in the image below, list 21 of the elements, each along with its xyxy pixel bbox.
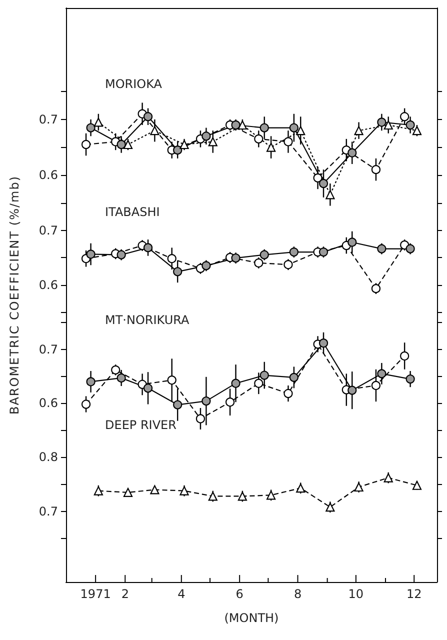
x-tick-label: 10: [348, 587, 364, 601]
x-tick-label: 1971: [80, 587, 111, 601]
y-tick-label: 0.7: [38, 342, 58, 357]
x-tick-label: 12: [406, 587, 422, 601]
x-tick-label: 8: [294, 587, 302, 601]
x-tick-label: 6: [236, 587, 244, 601]
y-tick-label: 0.6: [38, 168, 58, 182]
y-tick-label: 0.8: [38, 450, 58, 464]
x-tick-label: 2: [121, 587, 129, 601]
chart-title: ITABASHI: [105, 205, 160, 219]
y-tick-label: 0.6: [38, 278, 58, 292]
y-tick-label: 0.7: [38, 112, 58, 126]
y-tick-label: 0.7: [38, 223, 58, 238]
chart-title: DEEP RIVER: [105, 418, 176, 432]
x-axis-title: (MONTH): [224, 611, 279, 625]
x-tick-label: 4: [178, 587, 186, 601]
y-tick-label: 0.7: [38, 504, 58, 518]
y-tick-label: 0.6: [38, 396, 58, 410]
text: MORIOKA: [105, 77, 163, 91]
chart-title: MT·NORIKURA: [105, 313, 190, 327]
y-axis-title: BAROMETRIC COEFFICIENT (%/mb): [7, 175, 22, 415]
